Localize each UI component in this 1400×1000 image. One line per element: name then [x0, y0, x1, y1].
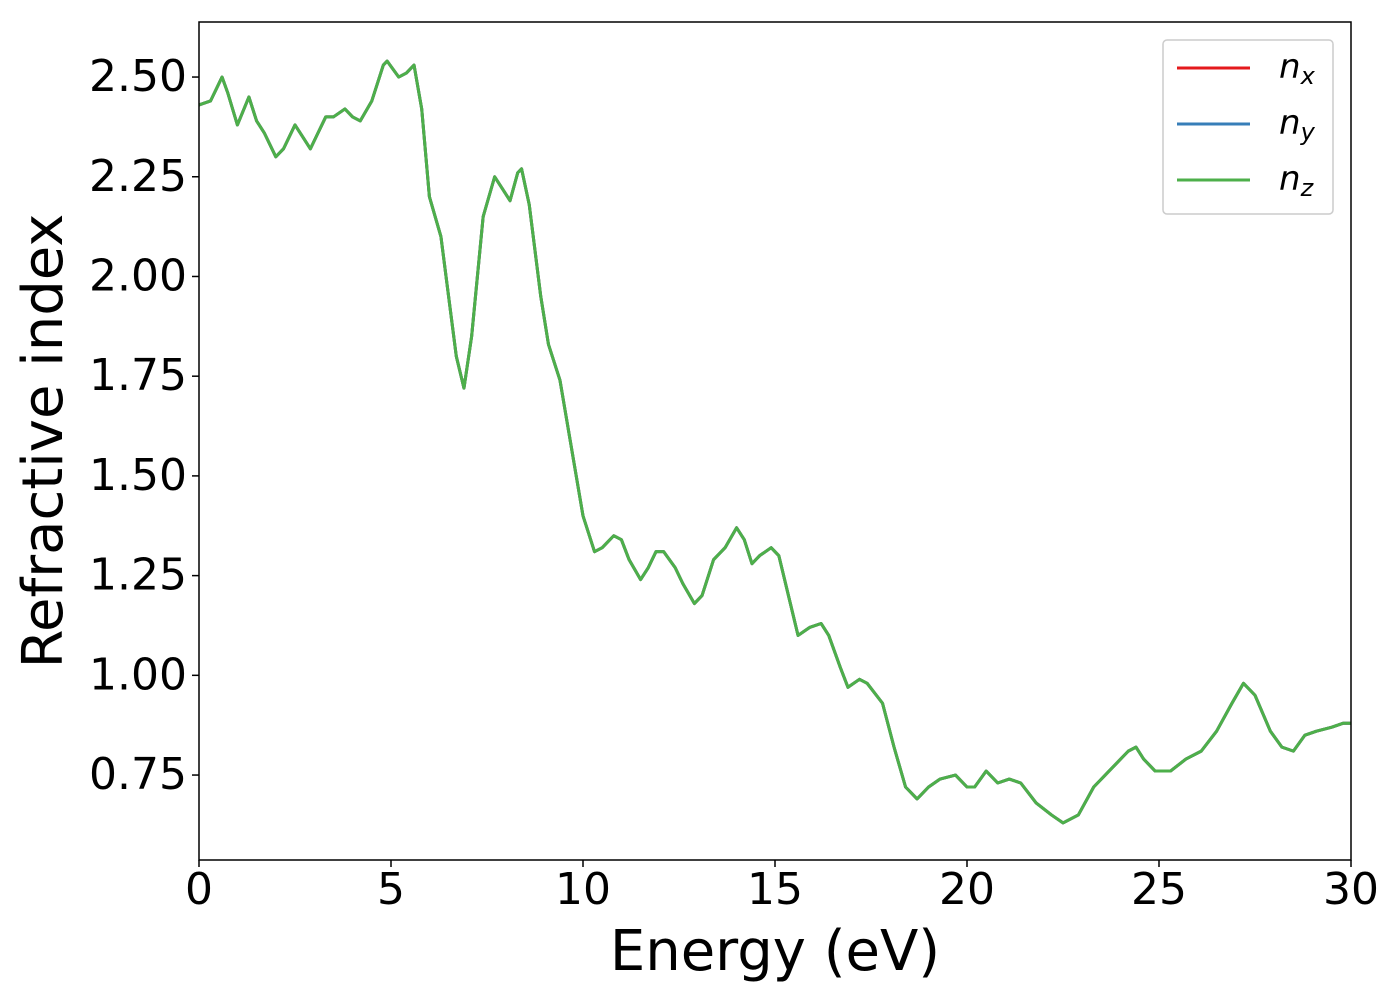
x-tick-label: 10	[555, 864, 611, 915]
x-tick-label: 30	[1323, 864, 1379, 915]
legend-box	[1162, 39, 1334, 215]
legend-label: nz	[1279, 159, 1315, 203]
x-tick-label: 5	[377, 864, 405, 915]
y-tick-label: 1.25	[89, 550, 187, 601]
x-tick-label: 15	[747, 864, 803, 915]
y-tick-label: 2.50	[89, 51, 187, 102]
legend-label: nx	[1279, 47, 1316, 91]
y-axis-label: Refractive index	[11, 214, 76, 669]
y-tick-label: 1.75	[89, 350, 187, 401]
x-tick-label: 0	[185, 864, 213, 915]
legend-label: ny	[1279, 103, 1316, 147]
series-line	[198, 59, 1351, 825]
plot-frame	[198, 21, 1352, 861]
y-tick-label: 0.75	[89, 749, 187, 800]
x-tick-label: 20	[939, 864, 995, 915]
x-tick-label: 25	[1131, 864, 1187, 915]
y-tick-label: 2.00	[89, 250, 187, 301]
y-tick-label: 2.25	[89, 151, 187, 202]
x-axis-label: Energy (eV)	[610, 919, 940, 984]
y-tick-label: 1.50	[89, 450, 187, 501]
y-tick-label: 1.00	[89, 649, 187, 700]
